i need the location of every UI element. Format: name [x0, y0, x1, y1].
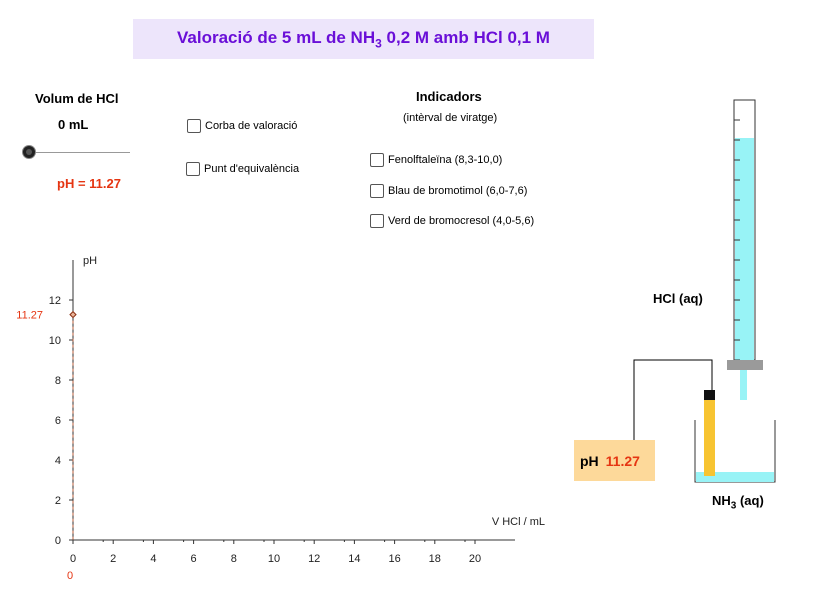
curve-checkbox-row[interactable]: Corba de valoració — [187, 119, 297, 133]
ph-meter-value: 11.27 — [605, 452, 640, 469]
equivalence-checkbox[interactable] — [186, 162, 200, 176]
burette-tip — [740, 370, 747, 400]
y-tick-label: 2 — [55, 495, 61, 507]
indicator-checkbox-phenolphthalein[interactable] — [370, 153, 384, 167]
indicator-row-bromocresol[interactable]: Verd de bromocresol (4,0-5,6) — [370, 214, 534, 228]
burette-label: HCl (aq) — [653, 291, 703, 306]
indicator-label: Verd de bromocresol (4,0-5,6) — [388, 215, 535, 227]
x-tick-label: 16 — [388, 553, 400, 565]
x-tick-label: 4 — [150, 553, 156, 565]
ph-probe — [704, 400, 715, 476]
x-tick-label: 12 — [308, 553, 320, 565]
y-tick-label: 10 — [49, 335, 61, 347]
burette-solution — [735, 138, 754, 360]
x-tick-label: 14 — [348, 553, 360, 565]
indicator-label: Fenolftaleïna (8,3-10,0) — [388, 154, 503, 166]
apparatus — [633, 99, 776, 483]
ph-meter-label: pH — [580, 452, 599, 469]
indicator-checkbox-bromothymol[interactable] — [370, 184, 384, 198]
volume-value: 0 mL — [58, 117, 89, 132]
beaker-solution — [696, 472, 774, 482]
y-tick-label: 6 — [55, 415, 61, 427]
x-tick-label: 10 — [268, 553, 280, 565]
x-tick-label: 0 — [70, 553, 76, 565]
titration-chart: 0 2 4 6 8 10 12 14 16 18 20 0 2 4 6 8 10 12 pH V HCl / mL 11… — [16, 255, 545, 582]
equivalence-checkbox-row[interactable]: Punt d'equivalència — [186, 162, 299, 176]
current-volume-label: 0 — [67, 570, 73, 582]
indicator-row-phenolphthalein[interactable]: Fenolftaleïna (8,3-10,0) — [370, 153, 502, 167]
title-banner: Valoració de 5 mL de NH3 0,2 M amb HCl 0… — [133, 19, 594, 59]
x-tick-label: 6 — [191, 553, 197, 565]
y-tick-label: 4 — [55, 455, 61, 467]
curve-checkbox-label: Corba de valoració — [205, 120, 298, 132]
volume-label: Volum de HCl — [35, 91, 119, 106]
y-tick-label: 0 — [55, 535, 61, 547]
indicator-row-bromothymol[interactable]: Blau de bromotimol (6,0-7,6) — [370, 184, 527, 198]
beaker-label: NH3 (aq) — [712, 493, 764, 512]
curve-checkbox[interactable] — [187, 119, 201, 133]
y-tick-label: 8 — [55, 375, 61, 387]
indicators-subtitle: (intèrval de viratge) — [403, 112, 498, 124]
x-tick-label: 2 — [110, 553, 116, 565]
page-title: Valoració de 5 mL de NH3 0,2 M amb HCl 0… — [177, 27, 550, 51]
probe-wire — [633, 359, 713, 440]
x-tick-label: 18 — [429, 553, 441, 565]
equivalence-checkbox-label: Punt d'equivalència — [204, 163, 300, 175]
volume-slider-track[interactable] — [29, 152, 130, 153]
volume-slider-knob[interactable] — [22, 145, 36, 159]
ph-value-text: pH = 11.27 — [57, 176, 121, 191]
ph-meter-display: pH 11.27 — [574, 440, 655, 481]
y-axis-label: pH — [83, 255, 97, 267]
current-ph-label: 11.27 — [16, 310, 43, 322]
indicator-label: Blau de bromotimol (6,0-7,6) — [388, 185, 528, 197]
probe-cap — [704, 390, 715, 400]
x-tick-label: 20 — [469, 553, 481, 565]
x-tick-label: 8 — [231, 553, 237, 565]
burette-stopcock[interactable] — [727, 360, 763, 370]
data-point — [69, 310, 77, 319]
y-tick-label: 12 — [49, 295, 61, 307]
indicator-checkbox-bromocresol[interactable] — [370, 214, 384, 228]
x-axis-label: V HCl / mL — [492, 516, 545, 528]
indicators-title: Indicadors — [416, 89, 482, 104]
